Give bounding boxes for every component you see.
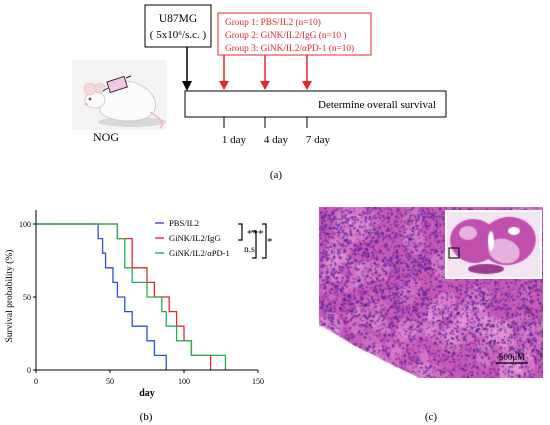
- y-tick-label: 100: [19, 220, 31, 229]
- caption-b: (b): [140, 411, 153, 423]
- significance-outer: *: [267, 236, 273, 248]
- x-tick-label: 50: [106, 377, 114, 386]
- caption-a: (a): [270, 169, 283, 181]
- timepoint-1: 1 day: [222, 134, 247, 146]
- histology-image: [319, 207, 543, 378]
- significance-brackets: [238, 223, 267, 259]
- cell-line-label: U87MG: [159, 13, 197, 25]
- group-1-label: Group 1: PBS/IL2 (n=10): [225, 17, 321, 28]
- x-axis-title: day: [139, 388, 155, 399]
- significance-bottom: n.s.: [244, 245, 257, 255]
- chart-ticks-group: 0 50 100 150 0 50 100: [19, 220, 264, 386]
- legend-label-3: GiNK/IL2/αPD-1: [169, 248, 230, 258]
- timepoint-3: 7 day: [306, 134, 331, 146]
- series-line-1: [36, 223, 167, 370]
- series-line-3: [36, 223, 227, 370]
- mouse-illustration: [72, 60, 167, 130]
- chart-legend: PBS/IL2 GiNK/IL2/IgG GiNK/IL2/αPD-1: [155, 218, 230, 258]
- timeline-box: [184, 90, 447, 118]
- timeline-label: Determine overall survival: [318, 99, 436, 111]
- mouse-label: NOG: [93, 130, 119, 144]
- legend-label-2: GiNK/IL2/IgG: [169, 233, 221, 243]
- x-tick-label: 100: [178, 377, 190, 386]
- y-tick-label: 0: [27, 366, 31, 375]
- groups-box: [217, 12, 372, 56]
- legend-label-1: PBS/IL2: [169, 218, 199, 228]
- treatment-arrows: [219, 55, 312, 90]
- y-axis-title: Survival probability (%): [4, 250, 15, 343]
- chart-series-group: [36, 223, 227, 370]
- group-3-label: Group 3: GiNK/IL2/αPD-1 (n=10): [225, 43, 354, 54]
- dose-label: ( 5x10⁶/s.c. ): [150, 29, 207, 41]
- group-2-label: Group 2: GiNK/IL2/IgG (n=10 ): [225, 30, 346, 41]
- x-tick-label: 150: [252, 377, 264, 386]
- caption-c: (c): [425, 411, 438, 423]
- panel-c: (c): [425, 411, 438, 423]
- timepoint-2: 4 day: [264, 134, 289, 146]
- injection-arrowhead: [182, 81, 192, 91]
- y-tick-label: 50: [23, 293, 31, 302]
- panel-a: U87MG ( 5x10⁶/s.c. ) Group 1: PBS/IL2 (n…: [72, 4, 447, 181]
- x-tick-label: 0: [34, 377, 38, 386]
- cell-line-box: [144, 4, 212, 48]
- significance-top: ***: [247, 228, 264, 240]
- survival-chart: 0 50 100 150 0 50 100 Survival probability (%)…: [4, 210, 273, 423]
